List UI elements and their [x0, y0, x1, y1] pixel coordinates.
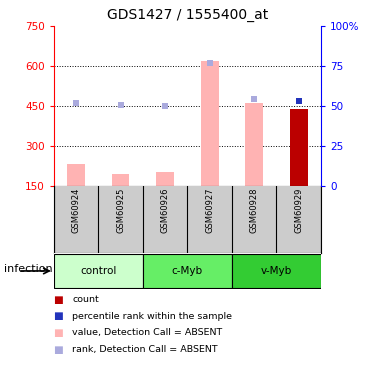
Bar: [112, 174, 129, 186]
Bar: [245, 103, 263, 186]
Bar: [201, 61, 219, 186]
Point: [162, 103, 168, 109]
Text: GSM60929: GSM60929: [294, 188, 303, 233]
Text: ■: ■: [53, 312, 62, 321]
Text: GSM60925: GSM60925: [116, 188, 125, 233]
Text: count: count: [72, 296, 99, 304]
Text: ■: ■: [53, 345, 62, 354]
Bar: [156, 172, 174, 186]
Text: GSM60927: GSM60927: [205, 188, 214, 233]
Text: GSM60926: GSM60926: [161, 188, 170, 233]
Bar: [290, 109, 308, 186]
Point: [73, 100, 79, 106]
Text: rank, Detection Call = ABSENT: rank, Detection Call = ABSENT: [72, 345, 218, 354]
Bar: [67, 164, 85, 186]
Text: GSM60928: GSM60928: [250, 188, 259, 233]
Point: [118, 102, 124, 108]
Text: GSM60924: GSM60924: [72, 188, 81, 233]
Text: value, Detection Call = ABSENT: value, Detection Call = ABSENT: [72, 328, 223, 338]
Point: [296, 98, 302, 104]
Text: ■: ■: [53, 295, 62, 305]
Text: infection: infection: [4, 264, 52, 274]
Bar: [143, 254, 232, 288]
Text: v-Myb: v-Myb: [261, 266, 292, 276]
Title: GDS1427 / 1555400_at: GDS1427 / 1555400_at: [107, 9, 268, 22]
Text: c-Myb: c-Myb: [172, 266, 203, 276]
Bar: [232, 254, 321, 288]
Point: [207, 60, 213, 66]
Bar: [54, 254, 143, 288]
Text: ■: ■: [53, 328, 62, 338]
Text: control: control: [80, 266, 116, 276]
Point: [251, 96, 257, 102]
Text: percentile rank within the sample: percentile rank within the sample: [72, 312, 232, 321]
